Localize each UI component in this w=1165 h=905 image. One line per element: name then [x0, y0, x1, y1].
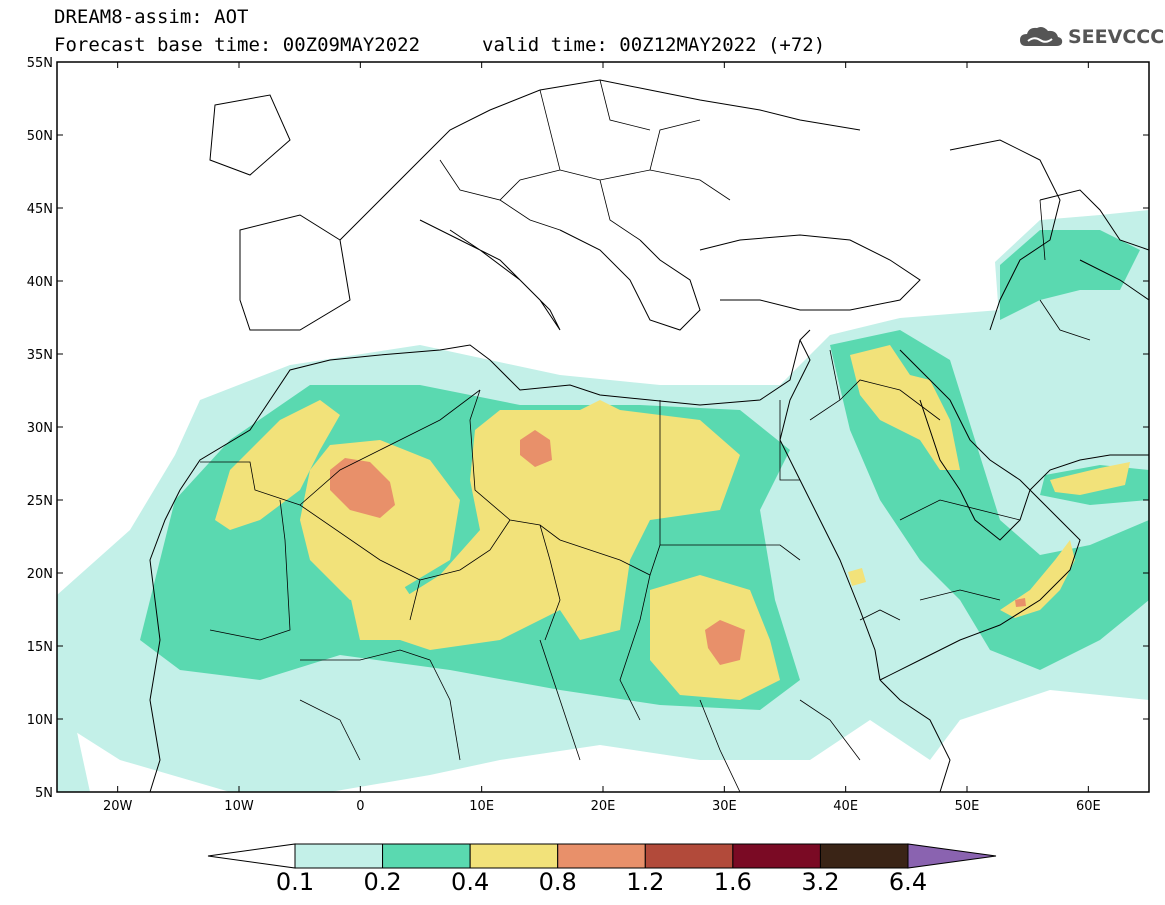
colorbar-bin [644, 843, 734, 869]
colorbar-level-label: 0.8 [538, 868, 577, 896]
lon-tick-label: 60E [1076, 799, 1101, 814]
lat-tick-label: 30N [27, 421, 53, 436]
colorbar-bin [294, 843, 384, 869]
colorbar-level-label: 0.1 [275, 868, 315, 896]
lon-tick-label: 10W [224, 799, 254, 814]
axes: 55N 50N 45N 40N 35N 30N 25N 20N 15N 10N 5N 20W 10W 0 1… [27, 56, 1149, 814]
lat-tick-label: 45N [27, 202, 53, 217]
lat-tick-label: 40N [27, 275, 53, 290]
colorbar-level-label: 0.2 [363, 868, 402, 896]
colorbar-under-triangle [207, 843, 296, 869]
lon-tick-label: 30E [712, 799, 737, 814]
valid-time: valid time: 00Z12MAY2022 (+72) [482, 34, 826, 56]
colorbar-level-label: 3.2 [801, 868, 840, 896]
colorbar-over-triangle [907, 843, 997, 869]
lat-tick-label: 10N [27, 713, 53, 728]
colorbar [207, 843, 997, 869]
lon-tick-label: 20E [591, 799, 616, 814]
colorbar-bin [557, 843, 646, 869]
lat-tick-label: 35N [27, 348, 53, 363]
colorbar-bin [382, 843, 471, 869]
colorbar-level-label: 6.4 [888, 868, 928, 896]
lat-tick-label: 5N [35, 786, 53, 801]
lon-tick-label: 50E [955, 799, 980, 814]
country-borders [200, 79, 1091, 792]
lat-tick-label: 55N [27, 56, 53, 71]
cloud-icon [1020, 27, 1063, 46]
base-time: Forecast base time: 00Z09MAY2022 [54, 34, 421, 56]
lon-tick-label: 0 [356, 799, 364, 814]
seevccc-logo: SEEVCCC [1018, 24, 1164, 50]
lat-tick-label: 20N [27, 567, 53, 582]
colorbar-level-label: 0.4 [451, 868, 490, 896]
colorbar-level-label: 1.6 [713, 868, 752, 896]
product-title: DREAM8-assim: AOT [54, 6, 249, 28]
coastlines [149, 79, 1149, 792]
colorbar-bin [732, 843, 821, 869]
lon-tick-label: 20W [103, 799, 133, 814]
colorbar-bin [469, 843, 559, 869]
colorbar-level-label: 1.2 [626, 868, 665, 896]
lat-tick-label: 50N [27, 129, 53, 144]
map-area [57, 62, 1149, 792]
lon-tick-label: 10E [469, 799, 494, 814]
lat-tick-label: 25N [27, 494, 53, 509]
colorbar-bin [819, 843, 909, 869]
aot-level-0.8 [330, 430, 1026, 665]
lon-tick-label: 40E [833, 799, 858, 814]
lat-tick-label: 15N [27, 640, 53, 655]
